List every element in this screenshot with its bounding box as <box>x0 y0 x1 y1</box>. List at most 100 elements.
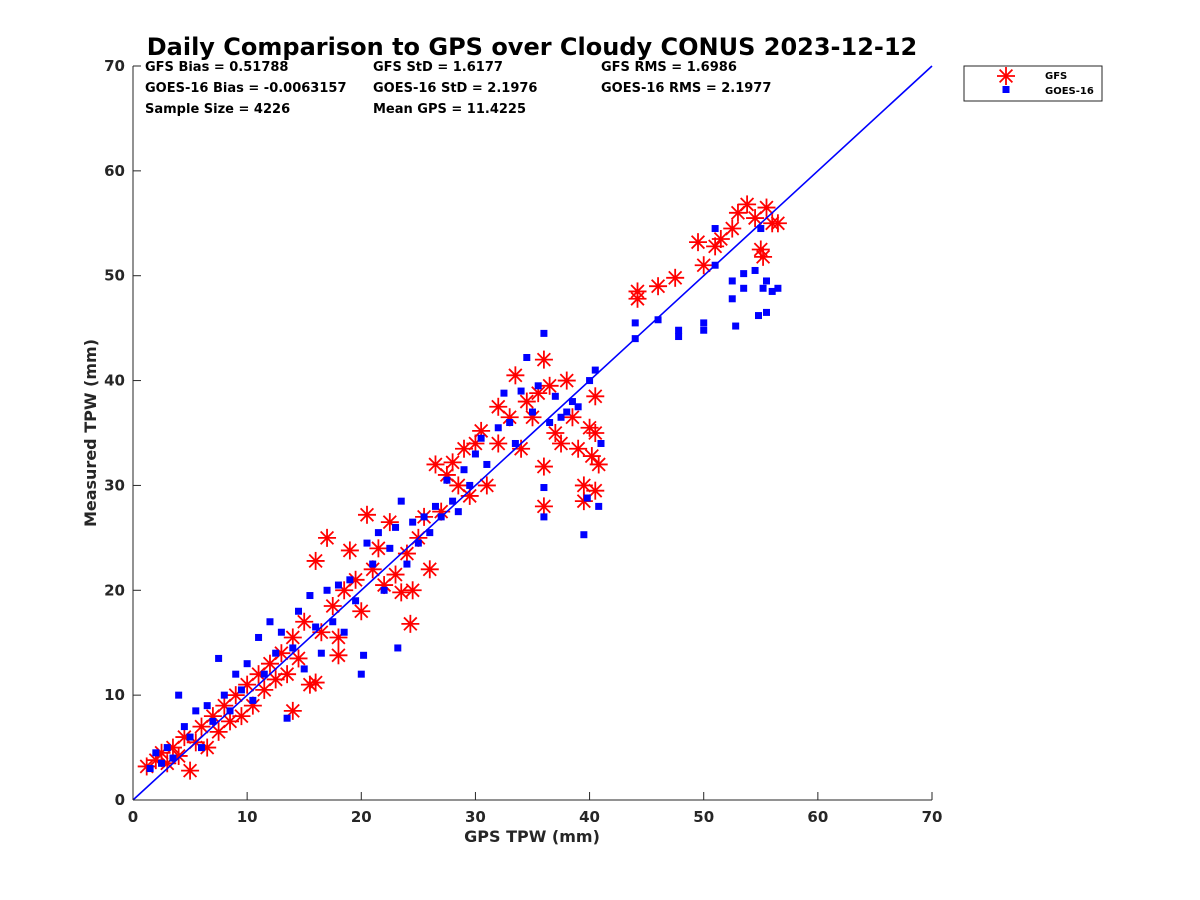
goes16-point <box>346 576 354 584</box>
goes16-point <box>403 560 411 568</box>
gfs-point <box>442 452 463 473</box>
legend-goes-marker <box>1002 86 1010 93</box>
x-ticks: 0 10 20 30 40 50 60 70 <box>128 792 943 826</box>
goes16-point <box>277 628 285 636</box>
goes16-point <box>414 539 422 547</box>
goes16-point <box>517 387 525 395</box>
goes16-point <box>460 466 468 474</box>
gfs-point <box>551 433 571 454</box>
stat-gfs-bias: GFS Bias = 0.51788 <box>145 60 288 75</box>
goes16-point <box>431 502 439 510</box>
goes16-point <box>529 408 536 416</box>
goes16-point <box>397 497 405 505</box>
x-tick-label: 60 <box>807 808 828 826</box>
x-tick-label: 10 <box>237 808 258 826</box>
goes16-point <box>762 308 770 316</box>
stat-gfs-rms: GFS RMS = 1.6986 <box>601 60 737 75</box>
gfs-point <box>516 391 537 412</box>
stat-goes-bias: GOES-16 Bias = -0.0063157 <box>145 81 347 96</box>
goes16-point <box>360 651 368 659</box>
gfs-point <box>585 386 606 407</box>
gfs-point <box>402 580 423 601</box>
goes16-point <box>329 618 337 626</box>
stat-mean-gps: Mean GPS = 11.4225 <box>373 102 526 117</box>
x-tick-label: 40 <box>579 808 600 826</box>
goes16-point <box>232 670 240 678</box>
goes16-point <box>563 408 571 416</box>
stats-annotations: GFS Bias = 0.51788 GFS StD = 1.6177 GFS … <box>145 60 771 117</box>
y-axis-label: Measured TPW (mm) <box>81 339 100 527</box>
goes16-point <box>551 392 559 400</box>
goes16-point <box>728 295 736 303</box>
x-tick-label: 50 <box>693 808 714 826</box>
gfs-point <box>400 613 421 634</box>
goes16-point <box>574 403 582 411</box>
goes16-point <box>466 481 474 489</box>
goes16-point <box>266 618 274 626</box>
goes16-point <box>300 665 308 673</box>
goes16-point <box>583 494 591 502</box>
gfs-point <box>385 564 406 585</box>
goes16-point <box>215 654 223 662</box>
goes16-point <box>675 326 683 334</box>
gfs-point <box>534 496 554 517</box>
goes16-point <box>312 623 320 631</box>
goes16-point <box>591 366 599 374</box>
x-tick-label: 30 <box>465 808 486 826</box>
x-axis-label: GPS TPW (mm) <box>464 827 600 846</box>
legend-gfs-marker <box>996 66 1016 86</box>
gfs-point <box>294 611 315 632</box>
y-ticks: 0 10 20 30 40 50 60 70 <box>104 57 141 809</box>
goes16-point <box>774 284 782 292</box>
goes16-point <box>471 450 479 458</box>
goes16-point <box>675 333 683 341</box>
gfs-point <box>693 255 714 276</box>
y-tick-label: 30 <box>104 476 125 494</box>
one-to-one-line <box>132 65 933 801</box>
goes16-point <box>272 649 280 657</box>
gfs-point <box>556 370 577 391</box>
x-tick-label: 70 <box>922 808 943 826</box>
goes16-point <box>483 460 491 468</box>
gfs-point <box>288 648 309 669</box>
goes16-point <box>757 225 765 233</box>
gfs-point <box>339 540 360 561</box>
goes16-point <box>631 319 639 327</box>
gfs-point <box>351 601 372 622</box>
gfs-point <box>357 504 377 525</box>
gfs-point <box>534 456 554 477</box>
y-tick-label: 70 <box>104 57 125 75</box>
gfs-point <box>568 438 589 459</box>
stat-sample-size: Sample Size = 4226 <box>145 102 290 117</box>
stat-gfs-std: GFS StD = 1.6177 <box>373 60 503 75</box>
goes16-point <box>494 424 502 432</box>
goes16-point <box>454 508 462 516</box>
legend-gfs-label: GFS <box>1045 71 1067 82</box>
chart-title: Daily Comparison to GPS over Cloudy CONU… <box>147 33 918 61</box>
gfs-point <box>665 267 686 288</box>
goes16-point <box>340 628 348 636</box>
goes16-point <box>511 439 519 447</box>
goes16-point <box>540 329 548 337</box>
gfs-point <box>476 475 497 496</box>
gfs-point <box>419 559 440 580</box>
goes16-point <box>323 586 331 594</box>
gfs-point <box>180 760 200 781</box>
goes16-point <box>169 754 177 762</box>
gfs-point <box>722 218 743 239</box>
goes16-point <box>363 539 371 547</box>
goes16-point <box>409 518 417 526</box>
stat-goes-std: GOES-16 StD = 2.1976 <box>373 81 537 96</box>
goes16-point <box>357 670 365 678</box>
gfs-point <box>322 596 343 616</box>
goes16-point <box>580 531 588 539</box>
goes16-point <box>568 398 576 406</box>
goes16-point <box>755 312 763 320</box>
goes16-point <box>740 284 748 292</box>
goes16-point <box>197 744 205 752</box>
legend-goes-label: GOES-16 <box>1045 86 1094 97</box>
goes16-point <box>732 322 740 330</box>
goes16-point <box>506 419 514 427</box>
goes16-point <box>768 287 776 295</box>
gfs-point <box>688 232 708 253</box>
